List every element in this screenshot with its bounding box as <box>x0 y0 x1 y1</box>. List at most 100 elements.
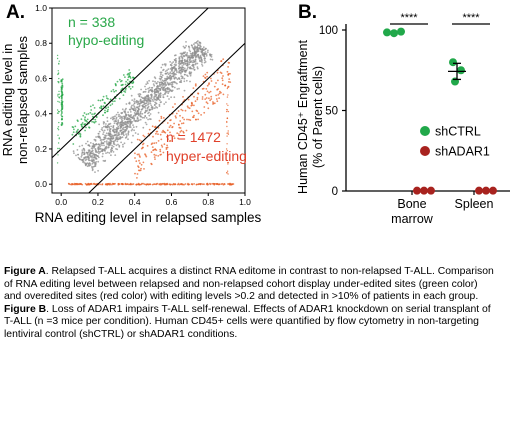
a-point-hyper <box>229 81 232 83</box>
a-point-hyper <box>161 131 164 134</box>
a-point-not-significant <box>137 133 140 136</box>
a-point-hyper <box>204 76 206 79</box>
a-point-not-significant <box>194 62 197 64</box>
a-point-not-significant <box>170 63 172 66</box>
a-point-not-significant <box>181 70 184 73</box>
a-point-not-significant <box>102 133 104 136</box>
a-point-hyper <box>164 183 166 186</box>
a-point-not-significant <box>145 95 148 98</box>
b-point-shadar1 <box>475 186 483 195</box>
a-point-not-significant <box>134 109 137 112</box>
a-point-hypo <box>58 101 60 103</box>
hypo-group-annotation: hypo-editing <box>68 32 144 48</box>
a-point-not-significant <box>103 140 106 143</box>
a-point-hypo <box>77 128 79 131</box>
a-x-tick-label: 0.6 <box>166 197 178 207</box>
a-point-hypo <box>94 118 97 121</box>
a-point-not-significant <box>178 63 181 66</box>
a-point-hyper <box>182 96 184 98</box>
b-legend-marker <box>420 146 430 156</box>
a-point-not-significant <box>82 147 85 150</box>
a-point-hyper <box>180 108 183 111</box>
a-point-hypo <box>105 107 107 110</box>
caption-fig-a-bold: Figure A <box>4 266 46 277</box>
a-point-not-significant <box>159 85 161 88</box>
a-point-hyper <box>226 172 228 174</box>
a-point-not-significant <box>169 61 172 63</box>
a-point-hyper <box>230 183 233 186</box>
a-point-not-significant <box>187 56 190 59</box>
a-point-hyper <box>130 183 133 186</box>
a-point-not-significant <box>203 57 206 60</box>
a-point-not-significant <box>148 90 150 92</box>
a-point-not-significant <box>123 142 126 145</box>
a-point-hyper <box>183 118 186 121</box>
a-point-not-significant <box>123 117 126 120</box>
a-point-hyper <box>188 183 191 186</box>
a-point-not-significant <box>181 57 184 60</box>
a-point-hyper <box>204 98 207 100</box>
a-point-hyper <box>204 73 207 76</box>
a-point-not-significant <box>154 103 156 106</box>
a-point-not-significant <box>196 66 199 68</box>
a-point-not-significant <box>185 64 188 67</box>
figure-caption: Figure A. Relapsed T-ALL acquires a dist… <box>4 266 496 342</box>
a-point-hyper <box>80 183 82 186</box>
a-point-not-significant <box>84 156 87 159</box>
a-point-hyper <box>132 183 135 185</box>
a-point-hypo <box>91 120 93 123</box>
a-point-not-significant <box>127 121 129 124</box>
a-point-not-significant <box>138 104 141 107</box>
a-point-hypo <box>124 76 126 78</box>
a-point-not-significant <box>164 85 167 87</box>
a-point-not-significant <box>159 75 162 78</box>
a-point-not-significant <box>160 73 162 76</box>
caption-fig-b-bold: Figure B <box>4 303 47 315</box>
a-point-not-significant <box>169 72 171 75</box>
a-point-not-significant <box>102 122 105 125</box>
a-y-tick-label: 0.2 <box>35 144 47 154</box>
a-point-not-significant <box>163 103 166 105</box>
a-point-not-significant <box>164 64 167 67</box>
a-point-hyper <box>152 135 154 138</box>
a-point-not-significant <box>124 126 127 128</box>
a-point-hypo <box>129 87 132 90</box>
a-point-not-significant <box>166 71 169 74</box>
a-point-not-significant <box>160 66 163 69</box>
a-point-hyper <box>222 93 225 96</box>
a-point-hypo <box>114 83 117 85</box>
a-point-not-significant <box>147 118 150 121</box>
a-point-not-significant <box>188 54 190 57</box>
a-point-not-significant <box>92 142 95 145</box>
a-point-not-significant <box>186 68 189 70</box>
a-point-not-significant <box>106 126 109 129</box>
a-point-not-significant <box>109 139 112 141</box>
a-y-tick-label: 0.8 <box>35 38 47 48</box>
a-point-hyper <box>181 109 184 112</box>
a-point-hyper <box>227 130 229 132</box>
a-point-not-significant <box>81 144 84 147</box>
a-point-hyper <box>138 159 140 162</box>
a-point-not-significant <box>193 48 196 51</box>
b-legend-label: shCTRL <box>435 125 481 139</box>
a-point-not-significant <box>94 163 97 166</box>
a-point-not-significant <box>132 134 134 137</box>
a-point-not-significant <box>126 125 128 127</box>
a-point-not-significant <box>83 153 86 156</box>
a-point-not-significant <box>109 127 112 130</box>
a-point-hyper <box>142 146 144 149</box>
a-point-hypo <box>71 126 74 128</box>
a-point-hypo <box>102 95 105 98</box>
a-point-hyper <box>139 169 142 172</box>
a-point-not-significant <box>91 147 94 150</box>
a-point-hyper <box>206 71 209 74</box>
a-point-not-significant <box>91 169 94 172</box>
a-point-not-significant <box>168 77 171 80</box>
a-point-hypo <box>92 104 94 106</box>
a-point-not-significant <box>190 44 193 47</box>
a-point-hyper <box>94 183 96 186</box>
a-point-hyper <box>194 84 197 87</box>
a-point-hypo <box>89 111 92 114</box>
a-point-not-significant <box>172 75 175 78</box>
a-point-hypo <box>60 112 63 115</box>
